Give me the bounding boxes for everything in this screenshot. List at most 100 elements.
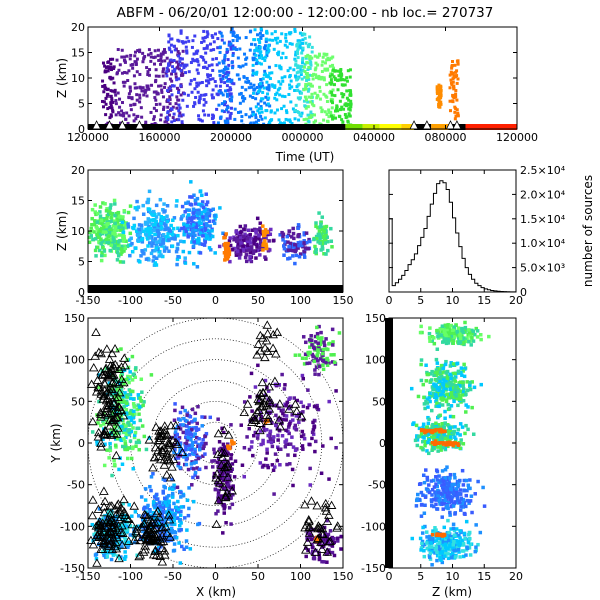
time-height-point [180, 57, 184, 61]
xy-point [217, 440, 222, 444]
time-height-point [259, 107, 263, 111]
xz-point [153, 222, 157, 227]
time-height-point [288, 74, 292, 78]
time-height-point [106, 69, 110, 73]
xz-point [189, 222, 194, 226]
xz-point [95, 245, 100, 250]
time-height-point [304, 87, 308, 91]
time-height-point [263, 69, 267, 73]
xz-point [158, 197, 163, 202]
strike-triangle [129, 535, 140, 544]
zy-point [428, 372, 433, 376]
time-height-point [182, 66, 186, 70]
xz-point [115, 223, 119, 228]
zy-point [445, 327, 449, 332]
strike-triangle [223, 430, 234, 439]
xy-point [326, 358, 330, 363]
xz-point [117, 225, 121, 230]
time-height-point [296, 76, 300, 80]
xy-point [124, 435, 128, 440]
xy-point [313, 372, 317, 376]
time-height-point [303, 32, 307, 36]
time-height-point [228, 92, 232, 96]
xy-point [190, 407, 195, 412]
xy-point [161, 516, 165, 520]
time-height-point [222, 61, 226, 65]
xz-point [105, 207, 109, 211]
xz-point [93, 210, 98, 214]
time-height-point [204, 51, 208, 55]
zy-point [442, 339, 446, 344]
time-height-point [336, 69, 340, 73]
xz-point [280, 230, 284, 235]
xz-point [291, 231, 296, 236]
xy-point [221, 448, 226, 452]
time-height-point [156, 92, 160, 96]
xy-point [266, 433, 270, 438]
xy-point [123, 440, 127, 444]
zy-point [470, 405, 474, 410]
xz-point [278, 233, 282, 237]
zy-point [442, 394, 447, 398]
strike-triangle [110, 359, 121, 369]
xz-point [95, 232, 99, 237]
strike-triangle [93, 432, 104, 441]
xy-point [304, 546, 308, 550]
xz-point [153, 232, 157, 237]
time-height-point [154, 78, 158, 82]
xy-point [188, 432, 192, 437]
time-height-point [235, 47, 239, 51]
time-height-point [226, 110, 230, 114]
xy-point [187, 486, 191, 490]
xy-point [226, 460, 230, 465]
strike-triangle [168, 454, 179, 464]
xz-point [112, 239, 117, 244]
time-height-point [309, 82, 313, 86]
time-height-point [275, 41, 279, 45]
xy-point [249, 445, 254, 449]
xy-point [132, 540, 137, 545]
time-height-point [451, 93, 455, 97]
xy-point [309, 537, 314, 542]
xz-point [243, 224, 248, 228]
time-height-point [111, 76, 115, 80]
time-height-point [175, 106, 179, 110]
strike-triangle [274, 415, 284, 424]
zy-point [447, 407, 452, 411]
time-height-point [177, 118, 181, 122]
time-height-point [159, 54, 163, 58]
xz-point [204, 192, 208, 196]
time-height-point [168, 98, 172, 102]
xz-point [169, 231, 174, 236]
xy-point [102, 553, 106, 558]
time-height-point [251, 63, 255, 67]
time-height-point [153, 49, 157, 53]
time-height-point [163, 120, 167, 124]
xy-point [317, 542, 322, 547]
time-height-point [290, 121, 294, 125]
strike-triangle [95, 527, 105, 537]
time-height-point [143, 90, 147, 94]
xy-point [113, 443, 118, 448]
time-height-point [349, 93, 353, 97]
strike-triangle [254, 405, 264, 415]
time-height-point [128, 57, 132, 61]
time-height-point [174, 102, 178, 106]
xy-point [222, 511, 226, 515]
time-height-point [280, 76, 284, 80]
strike-triangle [114, 379, 124, 388]
xy-point [317, 324, 321, 329]
xy-point [242, 474, 247, 479]
time-height-point [203, 36, 207, 40]
xy-point [196, 522, 200, 527]
xz-point [317, 229, 322, 234]
xz-point [181, 249, 186, 254]
zy-point [449, 334, 454, 338]
time-height-point [202, 93, 206, 97]
strike-triangle [272, 327, 282, 336]
xy-point [116, 400, 121, 404]
xy-point [173, 530, 178, 535]
xy-point [124, 424, 128, 428]
xy-point [272, 435, 276, 439]
time-height-point [273, 86, 277, 90]
